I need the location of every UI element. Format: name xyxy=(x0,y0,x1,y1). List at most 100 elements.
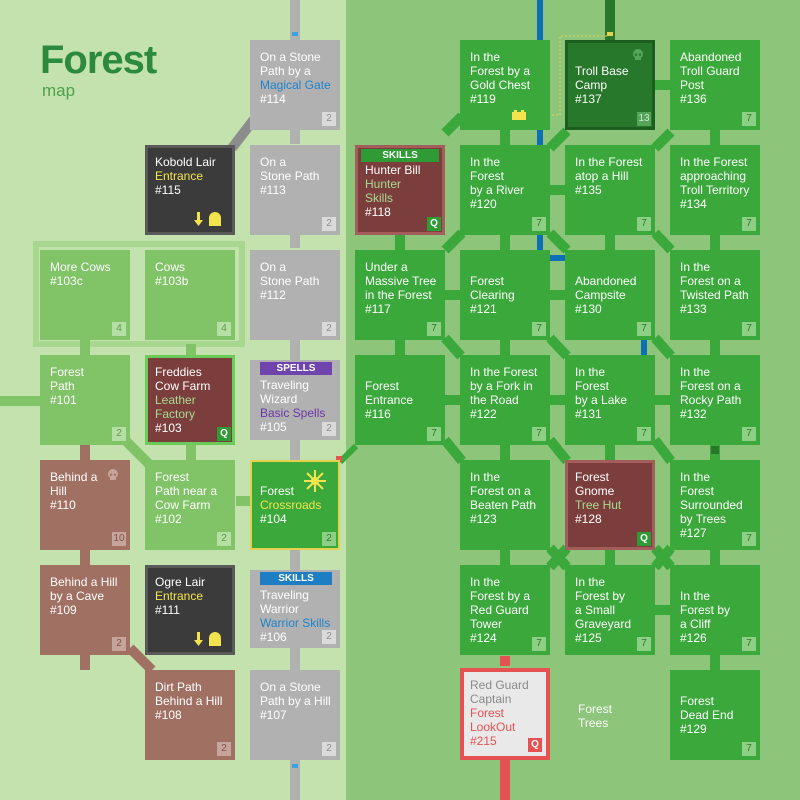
room-132-rocky-path[interactable]: In the Forest on a Rocky Path #132 7 xyxy=(670,355,760,445)
room-subtitle: Hunter Skills xyxy=(365,177,402,205)
room-109-behind-a-hill-by-a-cave[interactable]: Behind a Hill by a Cave #109 2 xyxy=(40,565,130,655)
room-level-badge: 7 xyxy=(532,427,546,441)
room-122-fork-in-the-road[interactable]: In the Forest by a Fork in the Road #122… xyxy=(460,355,550,445)
room-title: Forest Entrance xyxy=(365,379,414,407)
room-number: #134 xyxy=(680,197,707,211)
room-number: #128 xyxy=(575,512,602,526)
room-126-by-a-cliff[interactable]: In the Forest by a Cliff #126 7 xyxy=(670,565,760,655)
room-number: #113 xyxy=(260,183,286,197)
room-level-badge: 7 xyxy=(637,637,651,651)
room-137-troll-base-camp[interactable]: Troll Base Camp #137 13 xyxy=(565,40,655,130)
room-133-twisted-path[interactable]: In the Forest on a Twisted Path #133 7 xyxy=(670,250,760,340)
room-106-traveling-warrior[interactable]: SKILLS Traveling Warrior Warrior Skills … xyxy=(250,570,340,648)
room-113-stone-path[interactable]: On a Stone Path #113 2 xyxy=(250,145,340,235)
room-title: In the Forest by a Lake xyxy=(575,365,628,407)
room-119-gold-chest[interactable]: In the Forest by a Gold Chest #119 xyxy=(460,40,550,130)
room-level-badge: 7 xyxy=(532,217,546,231)
room-114-stone-path-magical-gate[interactable]: On a Stone Path by a Magical Gate #114 2 xyxy=(250,40,340,130)
room-subtitle: Crossroads xyxy=(260,498,322,512)
room-102-forest-path-near-cow-farm[interactable]: Forest Path near a Cow Farm #102 2 xyxy=(145,460,235,550)
room-title: Forest Dead End xyxy=(680,694,734,722)
room-118-hunter-bill[interactable]: SKILLS Hunter Bill Hunter Skills #118 Q xyxy=(355,145,445,235)
room-112-stone-path[interactable]: On a Stone Path #112 2 xyxy=(250,250,340,340)
room-103-freddies-cow-farm[interactable]: Freddies Cow Farm Leather Factory #103 Q xyxy=(145,355,235,445)
room-number: #114 xyxy=(260,92,286,106)
room-number: #135 xyxy=(575,183,602,197)
room-number: #129 xyxy=(680,722,707,736)
room-number: #119 xyxy=(470,92,496,106)
room-level-badge: 2 xyxy=(322,742,336,756)
room-number: #108 xyxy=(155,708,182,722)
room-number: #132 xyxy=(680,407,707,421)
room-124-red-guard-tower[interactable]: In the Forest by a Red Guard Tower #124 … xyxy=(460,565,550,655)
room-number: #126 xyxy=(680,631,707,645)
room-level-badge: 4 xyxy=(217,322,231,336)
room-title: In the Forest approaching Troll Territor… xyxy=(680,155,750,197)
room-level-badge: 2 xyxy=(217,742,231,756)
room-number: #123 xyxy=(470,512,497,526)
room-104-forest-crossroads[interactable]: Forest Crossroads #104 2 xyxy=(250,460,340,550)
room-127-surrounded-by-trees[interactable]: In the Forest Surrounded by Trees #127 7 xyxy=(670,460,760,550)
room-107-stone-path-by-a-hill[interactable]: On a Stone Path by a Hill #107 2 xyxy=(250,670,340,760)
spells-label: SPELLS xyxy=(260,362,332,375)
room-number: #103 xyxy=(155,421,182,435)
room-129-forest-dead-end[interactable]: Forest Dead End #129 7 xyxy=(670,670,760,760)
room-subtitle: Warrior Skills xyxy=(260,616,331,630)
room-125-small-graveyard[interactable]: In the Forest by a Small Graveyard #125 … xyxy=(565,565,655,655)
room-215-red-guard-captain[interactable]: Red Guard Captain Forest LookOut #215 Q xyxy=(460,668,550,760)
room-title: More Cows xyxy=(50,260,111,274)
room-105-traveling-wizard[interactable]: SPELLS Traveling Wizard Basic Spells #10… xyxy=(250,360,340,440)
room-121-forest-clearing[interactable]: Forest Clearing #121 7 xyxy=(460,250,550,340)
room-title: On a Stone Path xyxy=(260,260,320,288)
room-130-abandoned-campsite[interactable]: Abandoned Campsite #130 7 xyxy=(565,250,655,340)
room-number: #118 xyxy=(365,205,391,219)
room-108-dirt-path-behind-a-hill[interactable]: Dirt Path Behind a Hill #108 2 xyxy=(145,670,235,760)
room-115-kobold-lair-entrance[interactable]: Kobold Lair Entrance #115 xyxy=(145,145,235,235)
quest-badge: Q xyxy=(427,217,441,231)
room-number: #110 xyxy=(50,498,76,512)
room-number: #137 xyxy=(575,92,602,106)
room-level-badge: 7 xyxy=(427,427,441,441)
room-number: #115 xyxy=(155,183,181,197)
room-111-ogre-lair-entrance[interactable]: Ogre Lair Entrance #111 xyxy=(145,565,235,655)
room-120-forest-by-a-river[interactable]: In the Forest by a River #120 7 xyxy=(460,145,550,235)
room-title: In the Forest by a Fork in the Road xyxy=(470,365,538,407)
room-103c-more-cows[interactable]: More Cows #103c 4 xyxy=(40,250,130,340)
room-title: In the Forest by a Small Graveyard xyxy=(575,575,632,631)
room-level-badge: 7 xyxy=(532,322,546,336)
room-title: In the Forest by a Red Guard Tower xyxy=(470,575,531,631)
room-117-under-a-massive-tree[interactable]: Under a Massive Tree in the Forest #117 … xyxy=(355,250,445,340)
room-number: #120 xyxy=(470,197,497,211)
room-title: In the Forest Surrounded by Trees xyxy=(680,470,743,526)
room-title: Abandoned Troll Guard Post xyxy=(680,50,742,92)
room-level-badge: 2 xyxy=(112,637,126,651)
room-number: #136 xyxy=(680,92,707,106)
skull-icon xyxy=(108,469,118,480)
room-number: #103c xyxy=(50,274,83,288)
room-level-badge: 7 xyxy=(637,217,651,231)
room-131-by-a-lake[interactable]: In the Forest by a Lake #131 7 xyxy=(565,355,655,445)
room-101-forest-path[interactable]: Forest Path #101 2 xyxy=(40,355,130,445)
room-number: #125 xyxy=(575,631,602,645)
room-110-behind-a-hill[interactable]: Behind a Hill #110 10 xyxy=(40,460,130,550)
room-title: In the Forest atop a Hill xyxy=(575,155,643,183)
stone-path-north-exit xyxy=(290,0,300,42)
room-128-forest-gnome[interactable]: Forest Gnome Tree Hut #128 Q xyxy=(565,460,655,550)
room-title: Forest xyxy=(260,484,295,498)
room-subtitle: Magical Gate xyxy=(260,78,331,92)
room-134-approaching-troll-territory[interactable]: In the Forest approaching Troll Territor… xyxy=(670,145,760,235)
room-title: On a Stone Path by a Hill xyxy=(260,680,331,708)
room-136-abandoned-troll-guard-post[interactable]: Abandoned Troll Guard Post #136 7 xyxy=(670,40,760,130)
room-number: #131 xyxy=(575,407,602,421)
room-103b-cows[interactable]: Cows #103b 4 xyxy=(145,250,235,340)
entrance-icon xyxy=(194,632,221,646)
room-123-beaten-path[interactable]: In the Forest on a Beaten Path #123 xyxy=(460,460,550,550)
room-title: On a Stone Path xyxy=(260,155,320,183)
room-number: #130 xyxy=(575,302,602,316)
room-title: Under a Massive Tree in the Forest xyxy=(365,260,437,302)
room-135-atop-a-hill[interactable]: In the Forest atop a Hill #135 7 xyxy=(565,145,655,235)
room-level-badge: 7 xyxy=(742,532,756,546)
room-116-forest-entrance[interactable]: Forest Entrance #116 7 xyxy=(355,355,445,445)
room-title: Kobold Lair xyxy=(155,155,216,169)
room-title: Forest Gnome xyxy=(575,470,615,498)
